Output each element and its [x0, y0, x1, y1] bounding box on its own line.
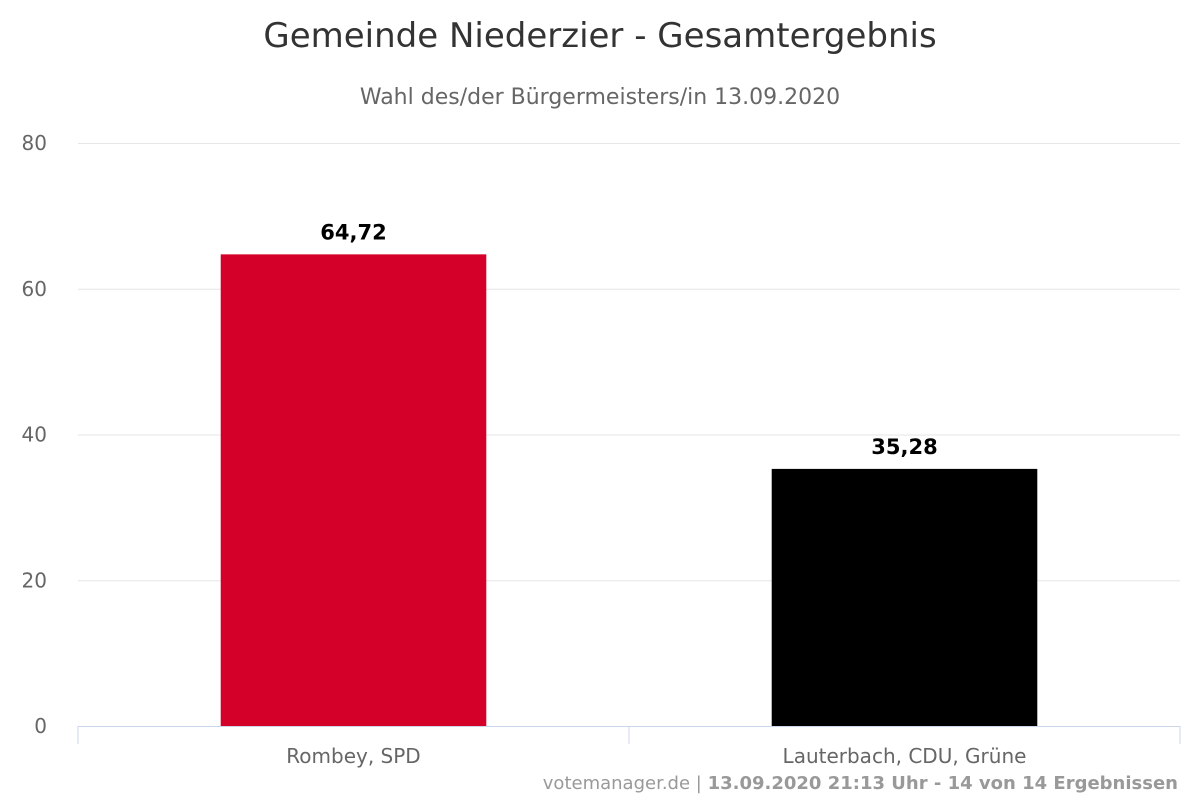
bar-2[interactable]: [771, 468, 1038, 726]
category-label: Rombey, SPD: [286, 744, 420, 768]
category-label: Lauterbach, CDU, Grüne: [783, 744, 1027, 768]
chart-subtitle: Wahl des/der Bürgermeisters/in 13.09.202…: [360, 85, 840, 110]
credits-info: 13.09.2020 21:13 Uhr - 14 von 14 Ergebni…: [708, 773, 1178, 794]
y-tick-label: 60: [22, 277, 47, 301]
y-tick-label: 40: [22, 423, 47, 447]
bars: [220, 254, 1038, 726]
data-label: 64,72: [320, 220, 386, 244]
credits: votemanager.de | 13.09.2020 21:13 Uhr - …: [543, 773, 1178, 794]
data-label: 35,28: [871, 435, 937, 459]
data-labels: 64,72 35,28: [320, 220, 937, 459]
credits-source[interactable]: votemanager.de: [543, 773, 690, 794]
credits-separator: |: [690, 773, 708, 794]
y-tick-label: 80: [22, 131, 47, 155]
chart-title: Gemeinde Niederzier - Gesamtergebnis: [263, 16, 936, 56]
y-tick-label: 20: [22, 568, 47, 592]
bar-1[interactable]: [220, 254, 487, 726]
x-axis-ticks: [77, 726, 1181, 744]
y-tick-label: 0: [34, 714, 47, 738]
x-axis-categories: Rombey, SPD Lauterbach, CDU, Grüne: [286, 744, 1026, 768]
y-axis-ticks: 0 20 40 60 80: [22, 131, 47, 738]
